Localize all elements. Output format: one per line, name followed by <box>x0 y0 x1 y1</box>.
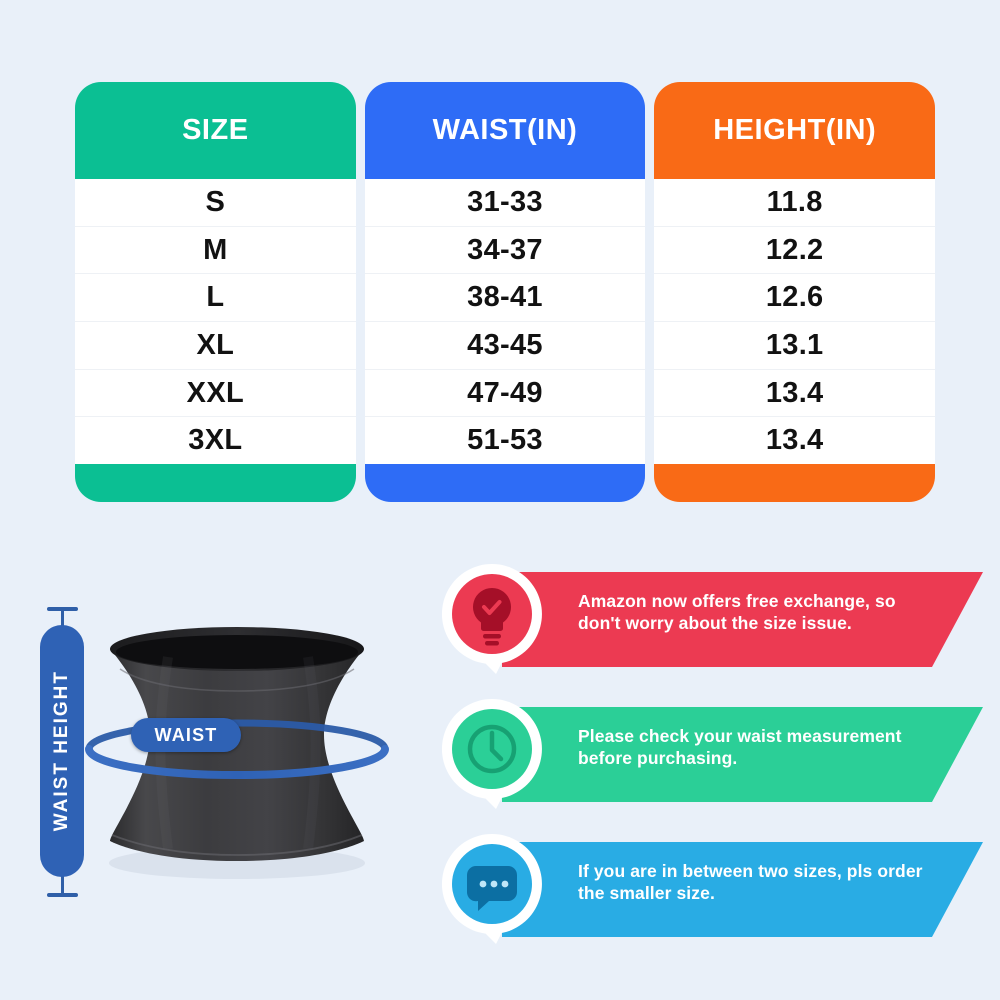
column-body-size: S M L XL XXL 3XL <box>75 179 356 465</box>
column-footer-size <box>75 464 356 502</box>
column-header-waist: WAIST(IN) <box>364 82 646 179</box>
table-cell: 34-37 <box>364 226 646 275</box>
ribbon-shape <box>502 572 983 667</box>
column-body-height: 11.8 12.2 12.6 13.1 13.4 13.4 <box>654 179 936 465</box>
product-illustration: WAIST HEIGHT <box>12 555 427 975</box>
table-cell: 12.2 <box>654 226 936 275</box>
info-card-between-sizes: If you are in between two sizes, pls ord… <box>438 830 983 948</box>
column-body-waist: 31-33 34-37 38-41 43-45 47-49 51-53 <box>364 179 646 465</box>
info-card-text: If you are in between two sizes, pls ord… <box>578 861 923 904</box>
info-card-badge <box>438 830 546 948</box>
waist-height-pill: WAIST HEIGHT <box>40 625 84 877</box>
table-cell: 3XL <box>75 417 356 465</box>
table-cell: L <box>75 274 356 323</box>
table-cell: 47-49 <box>364 369 646 418</box>
table-cell: 38-41 <box>364 274 646 323</box>
info-card-free-exchange: Amazon now offers free exchange, so don'… <box>438 560 983 678</box>
ribbon-shape <box>502 842 983 937</box>
table-cell: 13.1 <box>654 322 936 370</box>
waist-label: WAIST <box>154 724 218 745</box>
table-cell: 13.4 <box>654 369 936 418</box>
table-column-height: HEIGHT(IN) 11.8 12.2 12.6 13.1 13.4 13.4 <box>654 82 936 502</box>
column-footer-height <box>654 464 936 502</box>
table-column-waist: WAIST(IN) 31-33 34-37 38-41 43-45 47-49 … <box>364 82 646 502</box>
waist-height-indicator: WAIST HEIGHT <box>40 607 86 897</box>
table-cell: 13.4 <box>654 417 936 465</box>
ribbon-shape <box>502 707 983 802</box>
waist-trainer-belt-graphic <box>72 597 402 927</box>
info-card-badge <box>438 560 546 678</box>
waist-height-label: WAIST HEIGHT <box>51 670 72 832</box>
table-cell: S <box>75 179 356 227</box>
column-footer-waist <box>364 464 646 502</box>
measure-cap-bottom <box>47 893 78 897</box>
table-column-size: SIZE S M L XL XXL 3XL <box>75 82 356 502</box>
measure-cap-top <box>47 607 78 611</box>
table-cell: 43-45 <box>364 322 646 370</box>
info-card-badge <box>438 695 546 813</box>
waist-label-pill: WAIST <box>131 718 241 752</box>
table-cell: XXL <box>75 369 356 418</box>
column-header-size: SIZE <box>75 82 356 179</box>
size-chart-table: SIZE S M L XL XXL 3XL WAIST(IN) 31-33 34… <box>75 82 936 502</box>
info-card-text: Amazon now offers free exchange, so don'… <box>578 591 896 634</box>
column-header-height: HEIGHT(IN) <box>654 82 936 179</box>
table-cell: 51-53 <box>364 417 646 465</box>
info-card-check-measurement: Please check your waist measurement befo… <box>438 695 983 813</box>
info-card-text: Please check your waist measurement befo… <box>578 726 902 769</box>
table-cell: 12.6 <box>654 274 936 323</box>
table-cell: M <box>75 226 356 275</box>
table-cell: 31-33 <box>364 179 646 227</box>
table-cell: 11.8 <box>654 179 936 227</box>
info-cards: Amazon now offers free exchange, so don'… <box>438 560 983 970</box>
table-cell: XL <box>75 322 356 370</box>
